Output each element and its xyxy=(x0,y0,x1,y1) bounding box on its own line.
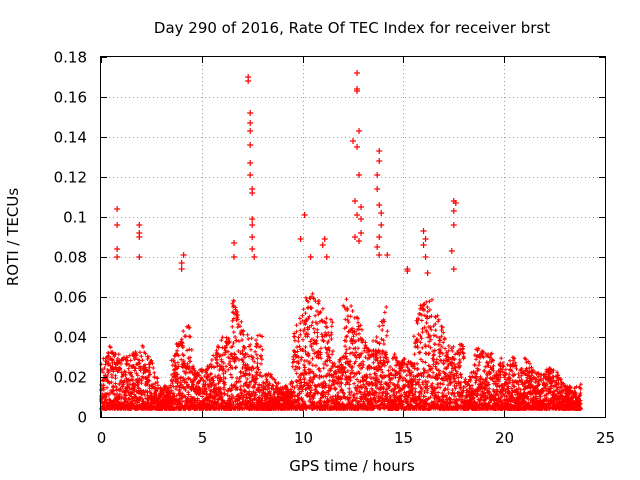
data-point xyxy=(114,222,121,228)
data-point xyxy=(376,252,383,258)
data-point xyxy=(356,238,363,244)
data-point xyxy=(245,78,252,84)
data-point xyxy=(321,236,328,242)
y-tick-label: 0.08 xyxy=(54,249,87,267)
data-point xyxy=(231,254,238,260)
data-point xyxy=(247,172,254,178)
data-point xyxy=(450,266,457,272)
data-point xyxy=(178,266,185,272)
x-tick-label: 20 xyxy=(495,429,514,447)
x-tick-label: 0 xyxy=(97,429,107,447)
data-band xyxy=(99,291,583,411)
data-point xyxy=(358,204,365,210)
data-point xyxy=(247,142,254,148)
data-point xyxy=(247,128,254,134)
data-point xyxy=(297,236,304,242)
data-point xyxy=(376,148,383,154)
data-point xyxy=(178,260,185,266)
plot-frame xyxy=(100,56,606,418)
data-point xyxy=(420,228,427,234)
y-tick-label: 0.12 xyxy=(54,169,87,187)
axis-ticks xyxy=(101,57,606,418)
y-tick-label: 0.14 xyxy=(54,129,87,147)
data-point xyxy=(323,254,330,260)
roti-band-markers xyxy=(99,291,583,411)
data-point xyxy=(450,208,457,214)
data-point xyxy=(356,172,363,178)
data-point xyxy=(350,138,356,144)
data-point xyxy=(420,242,427,248)
y-tick-label: 0.16 xyxy=(54,89,87,107)
data-point xyxy=(247,120,254,126)
data-point xyxy=(307,254,314,260)
chart-title: Day 290 of 2016, Rate Of TEC Index for r… xyxy=(154,19,550,37)
data-point xyxy=(374,244,381,250)
data-point xyxy=(136,234,143,240)
x-tick-label: 25 xyxy=(596,429,615,447)
data-point xyxy=(251,254,258,260)
data-point xyxy=(319,242,326,248)
data-point xyxy=(114,206,121,212)
y-tick-label: 0.06 xyxy=(54,289,87,307)
y-tick-label: 0.02 xyxy=(54,369,87,387)
x-axis-label: GPS time / hours xyxy=(289,457,415,475)
data-point xyxy=(358,230,365,236)
data-point xyxy=(247,110,254,116)
x-tick-label: 10 xyxy=(294,429,313,447)
data-point xyxy=(354,144,361,150)
y-tick-label: 0.1 xyxy=(63,209,87,227)
data-point xyxy=(376,202,383,208)
data-point xyxy=(354,88,361,94)
x-tick-label: 5 xyxy=(198,429,208,447)
data-point xyxy=(249,234,256,240)
data-point xyxy=(249,246,256,252)
data-point xyxy=(356,128,363,134)
data-point xyxy=(384,252,391,258)
data-points xyxy=(114,70,459,276)
data-point xyxy=(376,158,383,164)
data-point xyxy=(424,270,431,276)
data-point xyxy=(376,234,383,240)
data-point xyxy=(378,222,385,228)
data-point xyxy=(301,212,308,218)
data-point xyxy=(136,222,143,228)
data-point xyxy=(354,70,361,76)
y-tick-label: 0.18 xyxy=(54,49,87,67)
data-point xyxy=(247,160,254,166)
data-point xyxy=(378,210,385,216)
data-point xyxy=(374,186,381,192)
data-point xyxy=(422,254,429,260)
data-point xyxy=(114,254,121,260)
y-tick-label: 0 xyxy=(77,409,87,427)
data-point xyxy=(422,236,429,242)
data-point xyxy=(358,216,365,222)
data-point xyxy=(354,212,361,218)
data-point xyxy=(136,254,143,260)
data-point xyxy=(249,222,256,228)
data-point xyxy=(352,198,359,204)
y-tick-label: 0.04 xyxy=(54,329,87,347)
data-point xyxy=(352,234,359,240)
y-tick-labels: 0 0.02 0.04 0.06 0.08 0.1 0.12 0.14 0.16 0.18 xyxy=(54,49,87,427)
y-axis-label: ROTI / TECUs xyxy=(4,188,22,286)
data-point xyxy=(452,200,459,206)
data-point xyxy=(450,222,457,228)
x-tick-labels: 0 5 10 15 20 25 xyxy=(97,429,615,447)
data-point xyxy=(249,190,256,196)
data-point xyxy=(231,240,238,246)
data-point xyxy=(249,216,256,222)
data-point xyxy=(404,268,411,274)
x-tick-label: 15 xyxy=(394,429,413,447)
data-point xyxy=(448,248,455,254)
data-point xyxy=(180,252,187,258)
data-point xyxy=(374,172,381,178)
data-point xyxy=(114,246,121,252)
